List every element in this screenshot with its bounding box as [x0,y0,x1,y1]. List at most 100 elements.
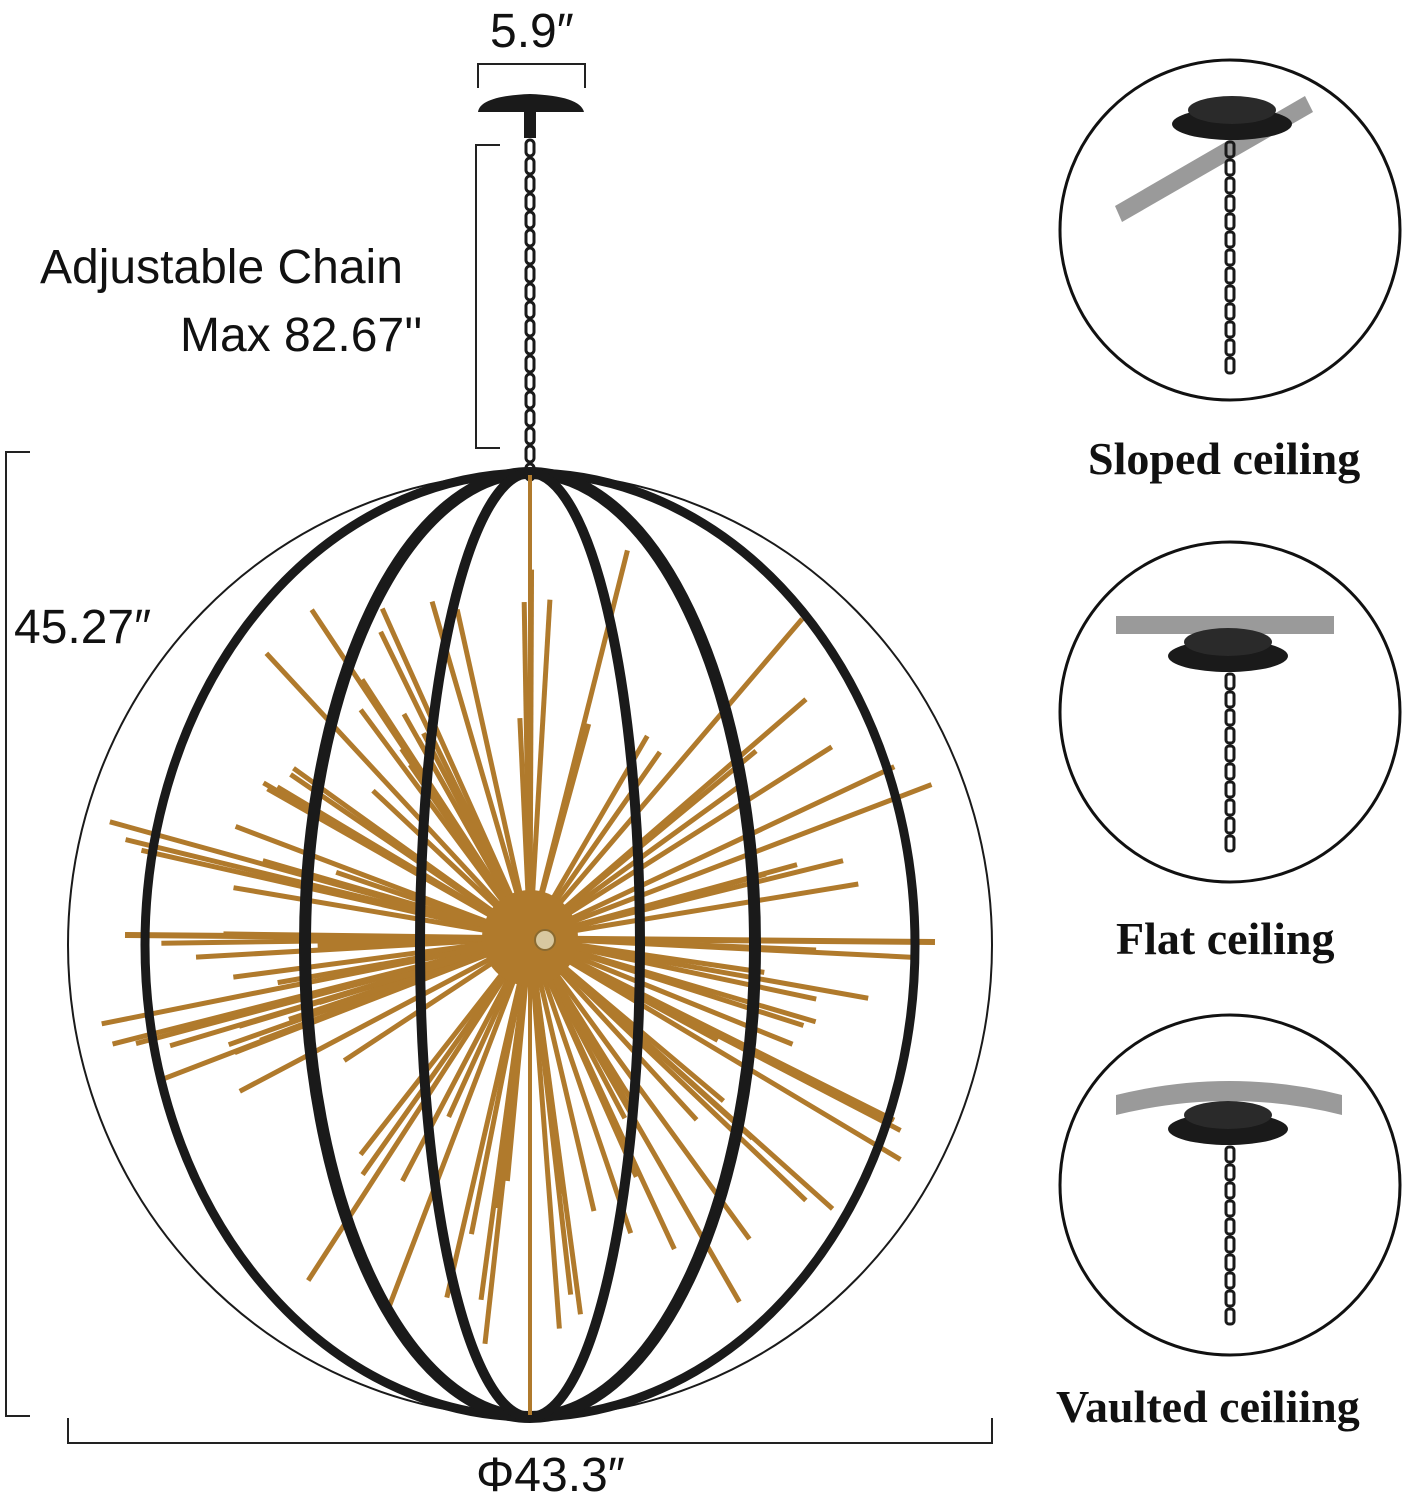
diameter-dimension-bracket [67,1418,993,1444]
chain-link [524,210,536,230]
chain-link [524,444,536,464]
chain-link [524,318,536,338]
chain-link [1224,1145,1236,1164]
chain-label-line1: Adjustable Chain [40,241,403,294]
mount-circle [1058,58,1402,402]
chain-link [1224,248,1236,267]
canopy-top [1184,628,1272,656]
chain-link [524,300,536,320]
spike [528,764,896,941]
diameter-label: Φ43.3″ [476,1449,625,1500]
chain-link [1224,1199,1236,1218]
spike [109,819,531,941]
spike [529,858,844,941]
chain-link [1224,302,1236,321]
sphere-frame [67,467,993,1423]
spike [527,936,677,1251]
chain-link [524,282,536,302]
mount-option-0 [1058,58,1402,402]
spike [360,936,533,1177]
mount-option-1 [1058,540,1402,884]
sloped-ceiling-label: Sloped ceiling [1088,433,1361,484]
chain-link [524,336,536,356]
chain-link [1224,1163,1236,1182]
spike [379,607,533,940]
mount-option-2 [1058,1013,1402,1357]
spike [233,935,531,980]
spike [529,881,859,941]
canopy-stem [524,112,536,138]
chain-link [1224,176,1236,195]
height-label: 45.27″ [14,601,152,654]
height-dimension-bracket [5,451,30,1417]
spike [429,600,533,939]
chain-link [1224,762,1236,781]
chain-dimension-bracket [475,144,500,449]
spike [385,937,533,1313]
spike [528,697,808,940]
spike [233,885,531,941]
canopy-dimension-bracket [477,63,586,88]
chain-link [1224,672,1236,691]
spike [527,599,553,939]
spike [454,608,533,939]
spike [264,651,532,940]
hub-medallion [534,929,556,951]
chain-link [1224,1181,1236,1200]
spike [262,780,532,941]
canopy-top [1184,1101,1272,1129]
spike [527,937,574,1295]
chain-link [1224,1289,1236,1308]
chain-link [524,174,536,194]
spike [528,935,902,1162]
chain-link [1224,356,1236,375]
chain-link [1224,1217,1236,1236]
canopy-top [1188,96,1276,124]
chain-link [1224,726,1236,745]
chain-link [1224,834,1236,853]
chain [524,138,536,482]
chain-link [1224,1307,1236,1326]
chain-link [1224,816,1236,835]
vaulted-ceiling-label: Vaulted ceiliing [1056,1381,1360,1432]
spike [468,937,533,1235]
chain-link [1224,320,1236,339]
chain-link [1224,284,1236,303]
spike [527,937,634,1235]
flat-ceiling-label: Flat ceiling [1116,913,1335,964]
chain-link [524,354,536,374]
spike [529,935,817,1002]
chain-link [1224,690,1236,709]
chain-link [1224,338,1236,357]
chain-link [524,192,536,212]
chain-link [1224,140,1236,159]
chain-link [524,246,536,266]
spike [289,772,532,941]
chain-link [1224,1271,1236,1290]
chain-link [524,138,536,158]
vaulted-ceiling [1116,1081,1342,1115]
spike [238,935,532,1094]
chain-link [1224,158,1236,177]
chain-link [524,228,536,248]
chain-link [1224,780,1236,799]
chain-link [1224,744,1236,763]
spike [528,744,834,941]
mount-circle [1058,1013,1402,1357]
ring-small [415,468,645,1422]
chain-link [1224,1253,1236,1272]
spike [528,617,805,940]
canopy [478,94,584,112]
spike [527,937,562,1329]
chain-link [524,156,536,176]
chain-link [1224,194,1236,213]
chain-link [1224,1235,1236,1254]
chain-link [524,264,536,284]
chain-label-line2: Max 82.67'' [180,309,423,362]
mount-circle [1058,540,1402,884]
chain-link [1224,798,1236,817]
chain-link [524,426,536,446]
chain-link [524,390,536,410]
